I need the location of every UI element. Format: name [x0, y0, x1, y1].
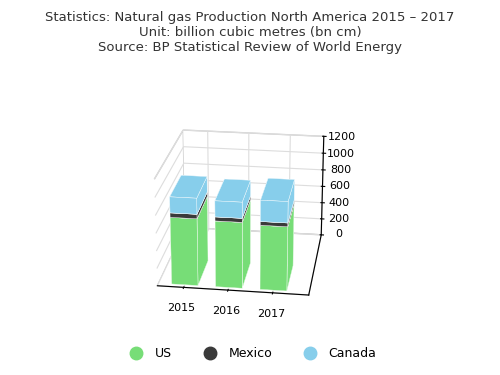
Legend: US, Mexico, Canada: US, Mexico, Canada: [119, 342, 382, 365]
Text: Statistics: Natural gas Production North America 2015 – 2017
Unit: billion cubic: Statistics: Natural gas Production North…: [46, 11, 455, 54]
